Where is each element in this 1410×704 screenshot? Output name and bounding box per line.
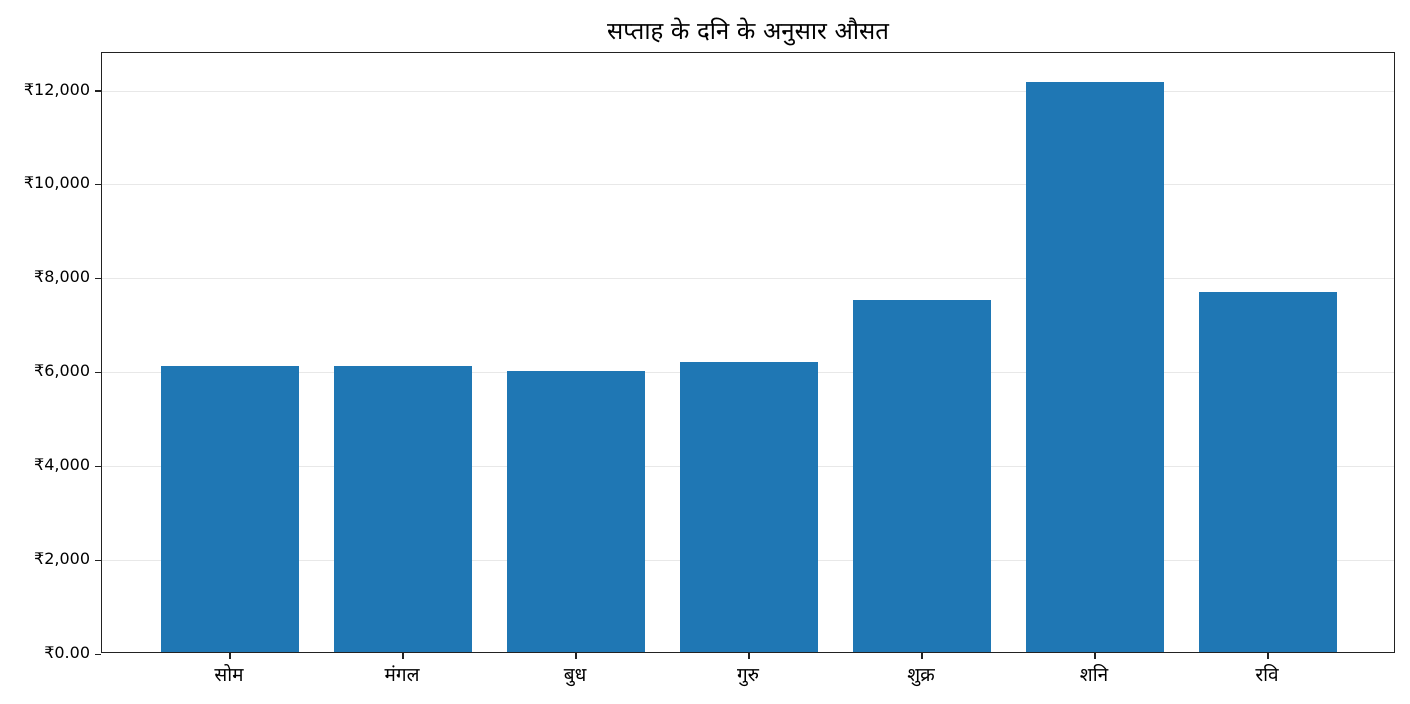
- y-tick-label: ₹6,000: [34, 361, 90, 381]
- bar-6: [1026, 81, 1164, 652]
- y-tick: [95, 277, 101, 280]
- y-tick-label: ₹2,000: [34, 549, 90, 569]
- x-tick: [229, 653, 231, 659]
- x-tick: [575, 653, 577, 659]
- plot-area: [95, 52, 1395, 655]
- y-tick-label: ₹0.00: [44, 643, 90, 662]
- bar-2: [334, 365, 472, 652]
- gridline: [102, 90, 1394, 92]
- y-tick: [95, 90, 101, 92]
- gridline: [102, 278, 1394, 280]
- gridline: [102, 184, 1394, 186]
- bar-1: [161, 365, 299, 652]
- y-tick: [95, 371, 101, 374]
- x-tick: [921, 653, 923, 659]
- x-tick: [402, 653, 404, 659]
- y-tick: [95, 559, 101, 562]
- x-tick-label: गुरु: [736, 664, 760, 686]
- x-tick-label: रवि: [1255, 664, 1279, 686]
- y-tick-label: ₹10,000: [23, 173, 90, 193]
- x-tick-label: मंगल: [384, 664, 420, 686]
- x-tick: [1267, 653, 1269, 659]
- bar-5: [853, 300, 991, 652]
- chart-title: सप्ताह के दनि के अनुसार औसत: [607, 17, 889, 45]
- x-tick-label: शुक्र: [907, 664, 935, 686]
- bar-4: [680, 362, 818, 652]
- y-tick: [95, 183, 101, 186]
- bar-7: [1199, 292, 1337, 652]
- y-tick: [95, 653, 101, 655]
- x-tick-label: शनि: [1079, 664, 1109, 686]
- y-tick: [95, 465, 101, 468]
- y-tick-label: ₹8,000: [34, 267, 90, 287]
- bar-3: [507, 371, 645, 652]
- x-tick: [1094, 653, 1096, 659]
- x-tick-label: सोम: [214, 664, 244, 686]
- y-tick-label: ₹12,000: [23, 79, 90, 99]
- x-tick-label: बुध: [563, 664, 587, 686]
- y-tick-label: ₹4,000: [34, 455, 90, 475]
- x-tick: [748, 653, 750, 659]
